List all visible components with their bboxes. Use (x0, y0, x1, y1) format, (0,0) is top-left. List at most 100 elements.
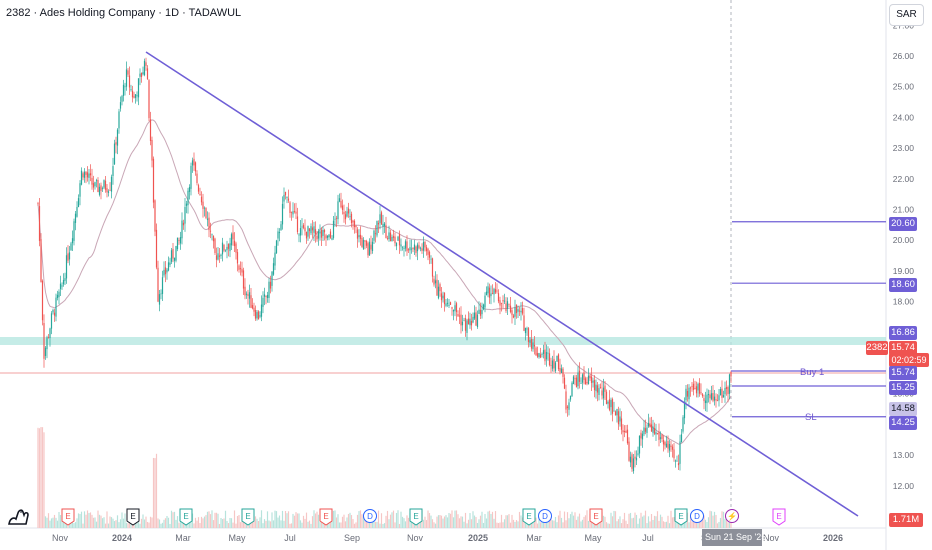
candle-body (368, 241, 371, 256)
candle-body (574, 378, 576, 380)
volume-bar (56, 520, 59, 528)
event-marker-label: E (678, 512, 683, 521)
candle-body (400, 244, 402, 247)
candle-body (434, 280, 437, 284)
candle-body (419, 247, 422, 249)
candle-body (706, 394, 708, 404)
candle-body (695, 386, 698, 394)
candle-body (496, 290, 498, 292)
candle-body (340, 200, 342, 208)
x-axis-tick: Mar (175, 533, 191, 543)
candle-body (46, 337, 48, 350)
y-axis-tick: 20.00 (893, 235, 915, 245)
candle-body (463, 320, 465, 322)
candle-body (205, 207, 207, 218)
event-marker[interactable] (126, 508, 140, 526)
volume-bar (352, 519, 354, 528)
volume-bar (617, 519, 620, 528)
candle-body (271, 271, 273, 286)
candle-body (604, 385, 606, 392)
candle-body (394, 236, 396, 244)
candle-body (41, 280, 44, 321)
event-marker[interactable] (319, 508, 333, 526)
last-price-label: 15.74 (889, 341, 917, 355)
candle-body (197, 185, 200, 192)
candle-body (598, 388, 600, 396)
candle-body (283, 194, 285, 202)
volume-bar (583, 516, 585, 528)
volume-bar (425, 520, 428, 528)
candle-body (542, 350, 545, 354)
candle-body (304, 227, 306, 232)
volume-bar (604, 516, 606, 528)
volume-bar (38, 428, 41, 528)
candle-body (697, 383, 699, 391)
candle-body (445, 303, 447, 306)
event-marker[interactable] (725, 509, 739, 523)
volume-bar (97, 510, 99, 528)
volume-bar (626, 523, 629, 528)
candle-body (704, 400, 707, 404)
candle-body (98, 186, 101, 195)
event-marker[interactable] (589, 508, 603, 526)
x-axis-tick: 2024 (112, 533, 132, 543)
event-marker[interactable] (179, 508, 193, 526)
candle-body (265, 296, 267, 297)
candle-body (349, 216, 351, 218)
volume-bar (337, 514, 339, 528)
event-marker[interactable] (674, 508, 688, 526)
support-zone[interactable] (0, 337, 886, 345)
volume-bar (310, 523, 312, 528)
event-marker[interactable] (61, 508, 75, 526)
event-marker[interactable] (772, 508, 786, 526)
candle-body (599, 386, 602, 388)
volume-bar (599, 519, 602, 528)
volume-bar (703, 515, 705, 528)
candle-body (527, 328, 530, 342)
event-marker[interactable] (690, 509, 704, 523)
candle-body (91, 177, 93, 185)
candle-body (440, 293, 443, 301)
candle-body (100, 185, 102, 191)
volume-bar (335, 517, 338, 528)
volume-bar (151, 517, 153, 528)
volume-bar (82, 523, 84, 528)
candle-body (253, 307, 255, 312)
y-axis-tick: 22.00 (893, 174, 915, 184)
volume-bar (140, 518, 143, 528)
volume-bar (565, 520, 567, 528)
candle-body (413, 244, 416, 250)
volume-bar (644, 510, 647, 528)
event-marker[interactable] (241, 508, 255, 526)
sl-price-label: 14.25 (889, 416, 917, 430)
candle-body (68, 252, 71, 260)
tradingview-logo-icon[interactable] (6, 504, 32, 528)
volume-bar (431, 519, 434, 528)
candle-body (112, 166, 114, 177)
currency-button[interactable]: SAR (889, 4, 924, 26)
candle-body (266, 294, 269, 299)
candle-body (199, 194, 201, 195)
volume-bar (635, 514, 638, 528)
candle-body (688, 387, 690, 400)
volume-bar (458, 518, 461, 528)
candle-body (316, 235, 318, 240)
candle-body (214, 238, 216, 254)
volume-bar (418, 520, 420, 528)
volume-bar (248, 521, 251, 528)
event-marker[interactable] (409, 508, 423, 526)
x-axis-tick: May (228, 533, 246, 543)
trendline[interactable] (145, 51, 859, 517)
event-marker[interactable] (538, 509, 552, 523)
event-marker[interactable] (522, 508, 536, 526)
volume-bar (506, 515, 509, 528)
event-marker[interactable] (363, 509, 377, 523)
symbol-tag-label: 2382 (866, 341, 888, 355)
candle-body (152, 158, 155, 203)
volume-bar (665, 521, 668, 528)
candle-body (715, 399, 717, 401)
volume-bar (196, 520, 198, 528)
volume-bar (46, 517, 48, 528)
volume-bar (395, 512, 398, 528)
